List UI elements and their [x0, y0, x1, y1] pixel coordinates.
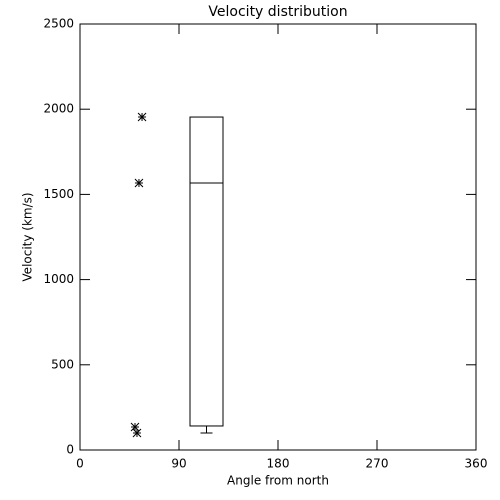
chart-title: Velocity distribution: [208, 4, 347, 20]
box: [189, 116, 224, 427]
x-tick-label: 0: [76, 457, 84, 471]
x-tick-label: 90: [171, 457, 186, 471]
x-tick-label: 180: [267, 457, 290, 471]
whisker: [200, 425, 213, 434]
x-tick-label: 360: [465, 457, 488, 471]
point: [137, 112, 147, 122]
x-axis-label: Angle from north: [227, 474, 329, 488]
y-axis-label: Velocity (km/s): [21, 192, 35, 281]
point: [134, 178, 144, 188]
y-tick-label: 2500: [43, 17, 74, 31]
y-tick-label: 2000: [43, 102, 74, 116]
point: [132, 428, 142, 438]
y-tick-label: 1500: [43, 187, 74, 201]
y-tick-label: 0: [66, 443, 74, 457]
y-tick-label: 500: [51, 357, 74, 371]
point: [130, 422, 140, 432]
y-tick-label: 1000: [43, 272, 74, 286]
x-tick-label: 270: [366, 457, 389, 471]
plot-frame: [79, 23, 477, 451]
